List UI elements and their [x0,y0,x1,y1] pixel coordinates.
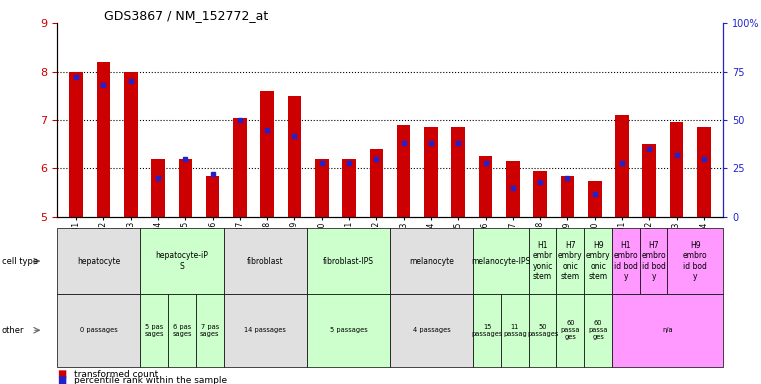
Text: H1
embr
yonic
stem: H1 embr yonic stem [533,241,552,281]
Bar [124,71,138,217]
Text: H7
embro
id bod
y: H7 embro id bod y [642,241,666,281]
Text: n/a: n/a [662,327,673,333]
Bar [233,118,247,217]
Bar [587,180,601,217]
Bar [561,176,575,217]
Text: 0 passages: 0 passages [80,327,117,333]
Text: other: other [2,326,24,335]
Text: fibroblast-IPS: fibroblast-IPS [323,257,374,266]
Bar [370,149,384,217]
Bar [179,159,193,217]
Text: 11
passag: 11 passag [503,324,527,337]
Bar [642,144,656,217]
Text: fibroblast: fibroblast [247,257,284,266]
Text: hepatocyte: hepatocyte [77,257,120,266]
Text: 5 pas
sages: 5 pas sages [145,324,164,337]
Bar [69,71,83,217]
Text: 7 pas
sages: 7 pas sages [200,324,219,337]
Bar [342,159,356,217]
Bar [451,127,465,217]
Text: transformed count: transformed count [74,370,158,379]
Bar [97,62,110,217]
Bar [424,127,438,217]
Text: hepatocyte-iP
S: hepatocyte-iP S [155,252,209,271]
Text: ■: ■ [57,369,66,379]
Text: H1
embro
id bod
y: H1 embro id bod y [613,241,638,281]
Bar [533,171,547,217]
Bar [260,91,274,217]
Text: percentile rank within the sample: percentile rank within the sample [74,376,227,384]
Text: H9
embry
onic
stem: H9 embry onic stem [586,241,610,281]
Bar [396,125,410,217]
Bar [479,156,492,217]
Text: 60
passa
ges: 60 passa ges [561,320,580,340]
Text: 50
passages: 50 passages [527,324,559,337]
Bar [151,159,165,217]
Bar [288,96,301,217]
Bar [670,122,683,217]
Text: 5 passages: 5 passages [330,327,368,333]
Text: melanocyte-IPS: melanocyte-IPS [471,257,530,266]
Text: H9
embro
id bod
y: H9 embro id bod y [683,241,708,281]
Text: H7
embry
onic
stem: H7 embry onic stem [558,241,583,281]
Text: ■: ■ [57,375,66,384]
Text: 4 passages: 4 passages [412,327,451,333]
Text: cell type: cell type [2,257,37,266]
Text: 6 pas
sages: 6 pas sages [172,324,192,337]
Text: 60
passa
ges: 60 passa ges [588,320,608,340]
Bar [697,127,711,217]
Bar [205,176,219,217]
Bar [315,159,329,217]
Text: 14 passages: 14 passages [244,327,286,333]
Text: GDS3867 / NM_152772_at: GDS3867 / NM_152772_at [103,9,268,22]
Bar [506,161,520,217]
Text: 15
passages: 15 passages [471,324,503,337]
Text: melanocyte: melanocyte [409,257,454,266]
Bar [615,115,629,217]
